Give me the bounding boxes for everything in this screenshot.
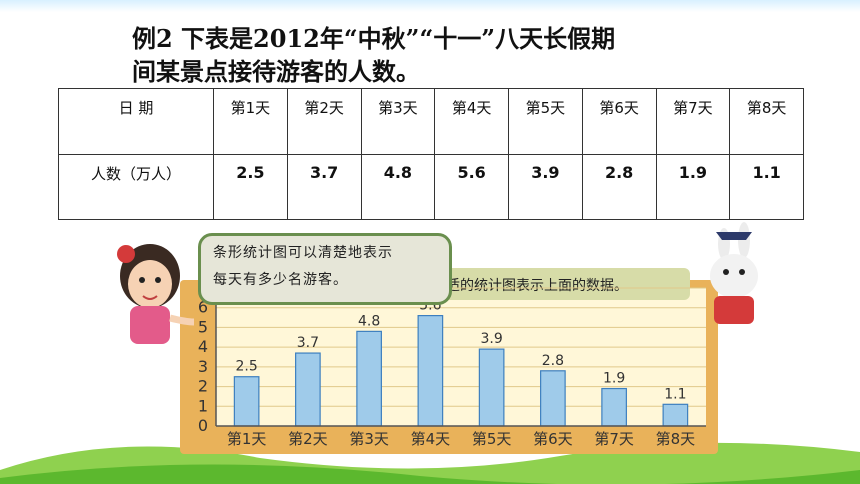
day-cell: 第5天: [508, 88, 583, 155]
bar: [540, 370, 566, 427]
y-tick-label: 1: [198, 396, 208, 415]
bar: [356, 330, 382, 427]
plot-area: [216, 288, 706, 426]
bubble-line-2: 每天有多少名游客。: [213, 272, 348, 288]
x-tick-label: 第1天: [227, 430, 267, 448]
day-cell: 第2天: [286, 88, 362, 155]
bars: [233, 315, 689, 427]
title-line-2: 间某景点接待游客的人数。: [132, 57, 420, 86]
hill-front: [0, 464, 860, 484]
value-cell: 5.6: [434, 153, 509, 220]
y-tick-label: 6: [198, 298, 208, 317]
value-label: 1.1: [664, 386, 686, 402]
banner-strip: [390, 268, 690, 300]
value-label: 2.8: [542, 353, 564, 369]
bar: [295, 352, 321, 427]
girl-character-illustration: [117, 244, 195, 344]
value-cell: 1.9: [655, 153, 731, 220]
banner-text: 适的统计图表示上面的数据。: [446, 278, 628, 294]
y-tick-label: 4: [198, 337, 208, 356]
value-label: 1.9: [603, 371, 625, 387]
bar: [662, 403, 689, 427]
value-cell: 1.1: [729, 153, 804, 220]
data-table: 日 期 第1天 第2天 第3天 第4天 第5天 第6天 第7天 第8天 人数（万…: [58, 88, 804, 220]
bar: [233, 376, 260, 427]
rabbit-character-illustration: [710, 222, 758, 324]
value-cell: 3.9: [508, 153, 583, 220]
x-tick-label: 第2天: [288, 430, 328, 448]
table-value-row: 人数（万人） 2.5 3.7 4.8 5.6 3.9 2.8 1.9 1.1: [58, 153, 804, 220]
y-tick-label: 2: [198, 377, 208, 396]
x-tick-label: 第7天: [594, 430, 634, 448]
y-tick-label: 5: [198, 317, 208, 336]
bar: [601, 387, 627, 427]
x-tick-label: 第8天: [656, 430, 696, 448]
table-header-row: 日 期 第1天 第2天 第3天 第4天 第5天 第6天 第7天 第8天: [58, 88, 804, 155]
y-tick-label: 3: [198, 357, 208, 376]
value-cell: 4.8: [360, 153, 436, 220]
speech-bubble: 条形统计图可以清楚地表示 每天有多少名游客。: [198, 233, 452, 305]
value-label: 4.8: [358, 313, 380, 329]
day-cell: 第4天: [434, 88, 509, 155]
x-tick-label: 第3天: [349, 430, 389, 448]
x-tick-label: 第6天: [533, 430, 573, 448]
day-cell: 第6天: [581, 88, 657, 155]
x-tick-labels: 第1天 第2天 第3天 第4天 第5天 第6天 第7天 第8天: [227, 430, 695, 448]
value-label: 2.5: [235, 359, 257, 375]
top-banner: [0, 0, 860, 12]
day-cell: 第1天: [213, 88, 288, 155]
bar: [417, 315, 444, 427]
x-tick-label: 第5天: [472, 430, 512, 448]
day-cell: 第8天: [729, 88, 804, 155]
page-title: 例2 下表是2012年“中秋”“十一”八天长假期 间某景点接待游客的人数。: [132, 22, 772, 88]
bar: [478, 348, 505, 427]
value-label: 3.9: [480, 331, 502, 347]
bubble-line-1: 条形统计图可以清楚地表示: [213, 245, 393, 261]
header-label-cell: 日 期: [58, 88, 214, 155]
value-cell: 3.7: [286, 153, 362, 220]
value-label: 3.7: [297, 335, 319, 351]
y-tick-label: 0: [198, 416, 208, 435]
title-line-1: 例2 下表是2012年“中秋”“十一”八天长假期: [132, 24, 616, 53]
x-tick-label: 第4天: [411, 430, 451, 448]
row-label-cell: 人数（万人）: [58, 153, 214, 220]
